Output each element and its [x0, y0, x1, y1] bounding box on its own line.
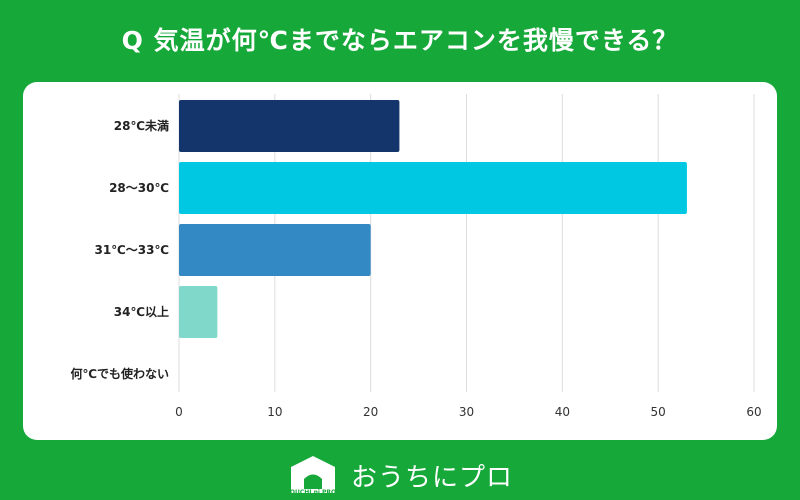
category-label: 34℃以上 [114, 304, 169, 319]
bar-chart: 0 10 20 30 40 50 60 28℃未満 28～30℃ 31℃～33℃ 34℃以上何℃でも… [70, 94, 762, 419]
category-label: 何℃でも使わない [70, 366, 169, 381]
x-tick-label: 10 [267, 405, 282, 419]
bar [179, 286, 218, 338]
x-tick-label: 30 [459, 405, 474, 419]
chart-card: 0 10 20 30 40 50 60 28℃未満 28～30℃ 31℃～33℃ 34℃以上何℃でも… [23, 82, 777, 440]
x-tick-label: 40 [555, 405, 570, 419]
bar [179, 162, 687, 214]
bar [179, 100, 400, 152]
bar [179, 224, 371, 276]
x-tick-label: 60 [746, 405, 761, 419]
page-title: Q 気温が何℃までならエアコンを我慢できる？ [121, 26, 679, 55]
house-logo-icon: OUCHI ni PRO [290, 456, 336, 496]
x-tick-label: 0 [175, 405, 183, 419]
category-label: 28～30℃ [109, 181, 169, 195]
footer-brand: OUCHI ni PRO おうちにプロ [0, 450, 800, 500]
x-tick-label: 50 [651, 405, 666, 419]
brand-name: おうちにプロ [350, 462, 513, 493]
x-tick-label: 20 [363, 405, 378, 419]
logo-small-text: OUCHI ni PRO [290, 489, 336, 496]
category-label: 28℃未満 [114, 118, 169, 133]
category-label: 31℃～33℃ [95, 243, 169, 257]
